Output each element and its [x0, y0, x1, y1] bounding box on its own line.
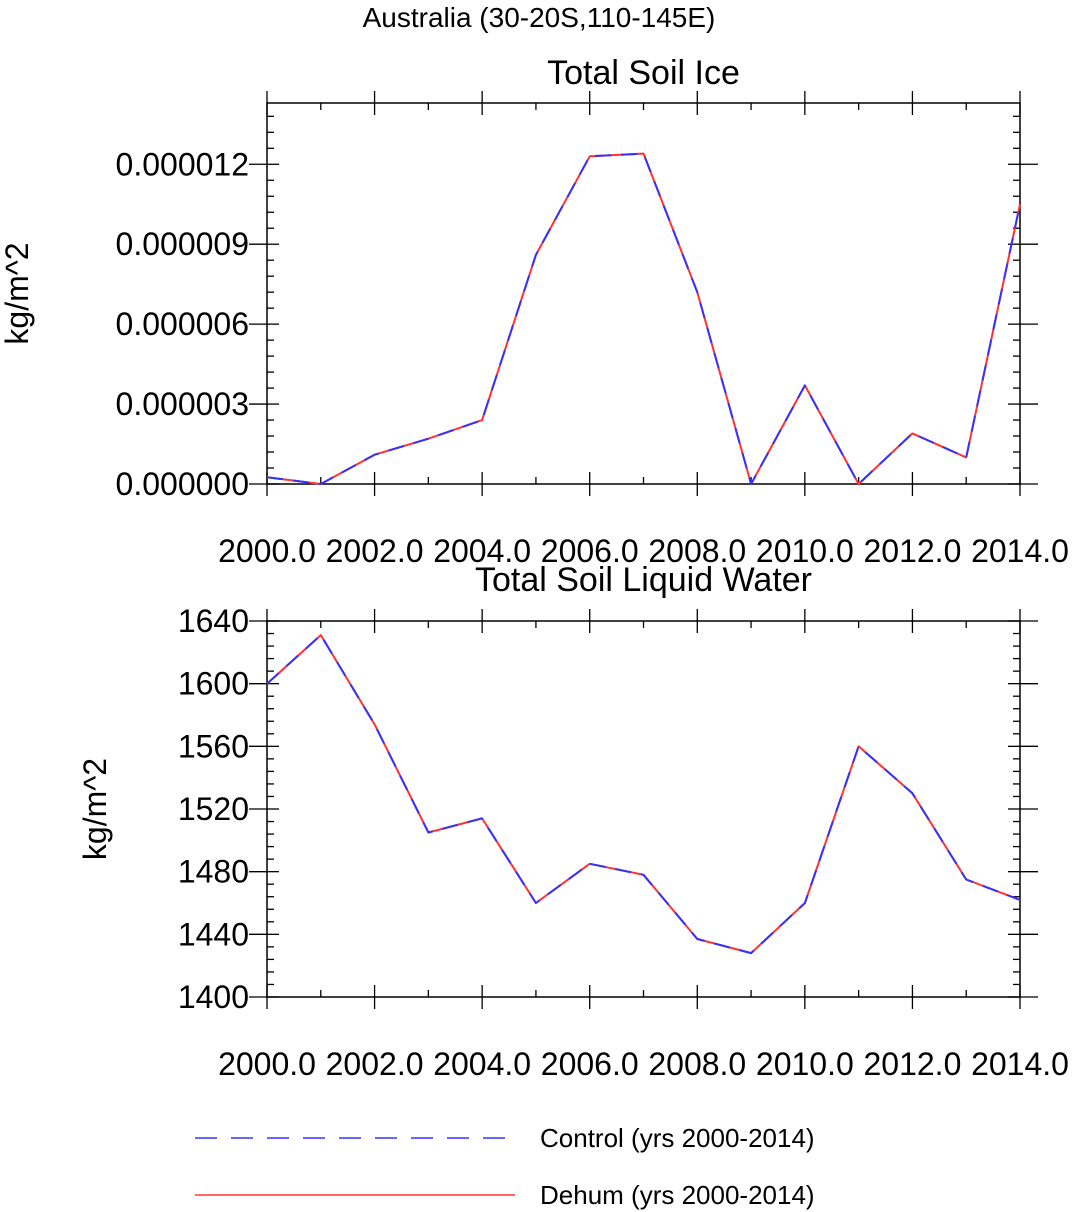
legend-label-control: Control (yrs 2000-2014) [540, 1123, 815, 1153]
x-tick-label: 2014.0 [971, 1046, 1069, 1082]
y-tick-label: 1480 [178, 854, 249, 890]
x-tick-label: 2000.0 [218, 1046, 316, 1082]
x-tick-label: 2008.0 [648, 1046, 746, 1082]
series-line-control [266, 634, 1021, 955]
y-axis-label: kg/m^2 [0, 242, 35, 344]
y-tick-label: 0.000006 [116, 306, 249, 342]
legend: Control (yrs 2000-2014) Dehum (yrs 2000-… [195, 1123, 815, 1210]
y-tick-label: 1600 [178, 666, 249, 702]
chart-total-soil-liquid-water: Total Soil Liquid Water 2000.0 2002.0 2004.… [77, 561, 1069, 1082]
series-line-dehum [266, 152, 1021, 485]
y-tick-label: 1640 [178, 603, 249, 639]
x-tick-label: 2012.0 [863, 1046, 961, 1082]
series-line-control [266, 152, 1021, 485]
y-tick-label: 0.000009 [116, 226, 249, 262]
x-tick-label: 2006.0 [541, 1046, 639, 1082]
y-tick-label: 0.000012 [116, 146, 249, 182]
plot-frame [266, 620, 1021, 998]
x-tick-label: 2006.0 [541, 533, 639, 569]
y-axis-label: kg/m^2 [77, 758, 113, 860]
plot-frame [266, 102, 1021, 485]
legend-item-dehum: Dehum (yrs 2000-2014) [195, 1180, 815, 1210]
chart-title: Total Soil Liquid Water [475, 561, 812, 599]
y-tick-label: 1560 [178, 728, 249, 764]
y-tick-label: 1440 [178, 916, 249, 952]
figure-supertitle: Australia (30-20S,110-145E) [363, 2, 716, 33]
x-tick-label: 2012.0 [863, 533, 961, 569]
x-tick-label: 2000.0 [218, 533, 316, 569]
x-tick-label: 2002.0 [326, 1046, 424, 1082]
y-tick-label: 1400 [178, 979, 249, 1015]
y-tick-label: 1520 [178, 791, 249, 827]
y-tick-label: 0.000003 [116, 386, 249, 422]
legend-label-dehum: Dehum (yrs 2000-2014) [540, 1180, 815, 1210]
x-tick-label: 2004.0 [433, 533, 531, 569]
legend-item-control: Control (yrs 2000-2014) [195, 1123, 815, 1153]
x-tick-label: 2002.0 [326, 533, 424, 569]
series-line-dehum [266, 634, 1021, 955]
x-tick-label: 2010.0 [756, 1046, 854, 1082]
y-tick-label: 0.000000 [116, 466, 249, 502]
x-tick-label: 2014.0 [971, 533, 1069, 569]
x-tick-label: 2008.0 [648, 533, 746, 569]
chart-title: Total Soil Ice [547, 54, 740, 92]
x-tick-label: 2004.0 [433, 1046, 531, 1082]
x-tick-label: 2010.0 [756, 533, 854, 569]
